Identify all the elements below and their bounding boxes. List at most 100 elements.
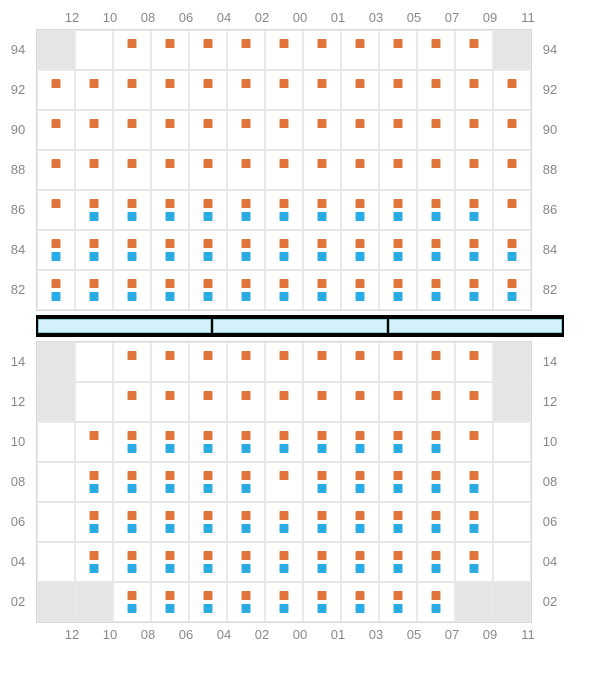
grid-cell[interactable]	[379, 150, 417, 190]
grid-cell[interactable]	[455, 70, 493, 110]
grid-cell[interactable]	[493, 70, 531, 110]
grid-cell[interactable]	[417, 70, 455, 110]
grid-cell[interactable]	[341, 190, 379, 230]
grid-cell[interactable]	[265, 342, 303, 382]
grid-cell[interactable]	[265, 502, 303, 542]
grid-cell[interactable]	[379, 382, 417, 422]
grid-cell[interactable]	[113, 110, 151, 150]
grid-cell[interactable]	[37, 382, 75, 422]
grid-cell[interactable]	[341, 150, 379, 190]
grid-cell[interactable]	[151, 342, 189, 382]
grid-cell[interactable]	[265, 542, 303, 582]
grid-cell[interactable]	[341, 422, 379, 462]
grid-cell[interactable]	[493, 342, 531, 382]
grid-cell[interactable]	[303, 70, 341, 110]
grid-cell[interactable]	[75, 462, 113, 502]
grid-cell[interactable]	[303, 110, 341, 150]
grid-cell[interactable]	[455, 342, 493, 382]
grid-cell[interactable]	[493, 422, 531, 462]
grid-cell[interactable]	[303, 30, 341, 70]
grid-cell[interactable]	[151, 462, 189, 502]
grid-cell[interactable]	[303, 542, 341, 582]
grid-cell[interactable]	[265, 110, 303, 150]
grid-cell[interactable]	[493, 582, 531, 622]
grid-cell[interactable]	[379, 582, 417, 622]
grid-cell[interactable]	[303, 150, 341, 190]
grid-cell[interactable]	[417, 582, 455, 622]
grid-cell[interactable]	[341, 110, 379, 150]
grid-cell[interactable]	[379, 230, 417, 270]
grid-cell[interactable]	[417, 502, 455, 542]
grid-cell[interactable]	[417, 30, 455, 70]
grid-cell[interactable]	[455, 270, 493, 310]
grid-cell[interactable]	[265, 582, 303, 622]
grid-cell[interactable]	[113, 342, 151, 382]
grid-cell[interactable]	[37, 230, 75, 270]
grid-cell[interactable]	[341, 70, 379, 110]
grid-cell[interactable]	[303, 230, 341, 270]
grid-cell[interactable]	[303, 342, 341, 382]
grid-cell[interactable]	[379, 270, 417, 310]
grid-cell[interactable]	[379, 542, 417, 582]
grid-cell[interactable]	[151, 542, 189, 582]
grid-cell[interactable]	[417, 422, 455, 462]
grid-cell[interactable]	[189, 382, 227, 422]
grid-cell[interactable]	[113, 70, 151, 110]
grid-cell[interactable]	[417, 230, 455, 270]
grid-cell[interactable]	[227, 382, 265, 422]
grid-cell[interactable]	[189, 502, 227, 542]
grid-cell[interactable]	[113, 230, 151, 270]
grid-cell[interactable]	[75, 422, 113, 462]
grid-cell[interactable]	[113, 30, 151, 70]
grid-cell[interactable]	[227, 542, 265, 582]
grid-cell[interactable]	[189, 462, 227, 502]
grid-cell[interactable]	[37, 582, 75, 622]
grid-cell[interactable]	[227, 342, 265, 382]
grid-cell[interactable]	[493, 462, 531, 502]
grid-cell[interactable]	[113, 190, 151, 230]
grid-cell[interactable]	[379, 70, 417, 110]
grid-cell[interactable]	[227, 70, 265, 110]
grid-cell[interactable]	[189, 542, 227, 582]
grid-cell[interactable]	[417, 190, 455, 230]
grid-cell[interactable]	[151, 382, 189, 422]
grid-cell[interactable]	[75, 70, 113, 110]
grid-cell[interactable]	[379, 190, 417, 230]
grid-cell[interactable]	[113, 422, 151, 462]
grid-cell[interactable]	[151, 422, 189, 462]
grid-cell[interactable]	[379, 342, 417, 382]
grid-cell[interactable]	[455, 190, 493, 230]
grid-cell[interactable]	[493, 150, 531, 190]
grid-cell[interactable]	[493, 190, 531, 230]
grid-cell[interactable]	[37, 342, 75, 382]
grid-cell[interactable]	[265, 70, 303, 110]
grid-cell[interactable]	[493, 230, 531, 270]
grid-cell[interactable]	[75, 30, 113, 70]
grid-cell[interactable]	[493, 542, 531, 582]
grid-cell[interactable]	[227, 190, 265, 230]
grid-cell[interactable]	[455, 422, 493, 462]
grid-cell[interactable]	[341, 462, 379, 502]
grid-cell[interactable]	[113, 382, 151, 422]
grid-cell[interactable]	[265, 270, 303, 310]
grid-cell[interactable]	[37, 190, 75, 230]
grid-cell[interactable]	[379, 462, 417, 502]
grid-cell[interactable]	[227, 582, 265, 622]
grid-cell[interactable]	[113, 150, 151, 190]
grid-cell[interactable]	[493, 270, 531, 310]
grid-cell[interactable]	[37, 150, 75, 190]
grid-cell[interactable]	[151, 30, 189, 70]
grid-cell[interactable]	[37, 542, 75, 582]
grid-cell[interactable]	[113, 582, 151, 622]
grid-cell[interactable]	[455, 230, 493, 270]
grid-cell[interactable]	[455, 382, 493, 422]
grid-cell[interactable]	[37, 70, 75, 110]
grid-cell[interactable]	[227, 150, 265, 190]
grid-cell[interactable]	[455, 582, 493, 622]
grid-cell[interactable]	[303, 582, 341, 622]
grid-cell[interactable]	[227, 110, 265, 150]
grid-cell[interactable]	[341, 582, 379, 622]
grid-cell[interactable]	[341, 30, 379, 70]
grid-cell[interactable]	[417, 110, 455, 150]
grid-cell[interactable]	[37, 270, 75, 310]
